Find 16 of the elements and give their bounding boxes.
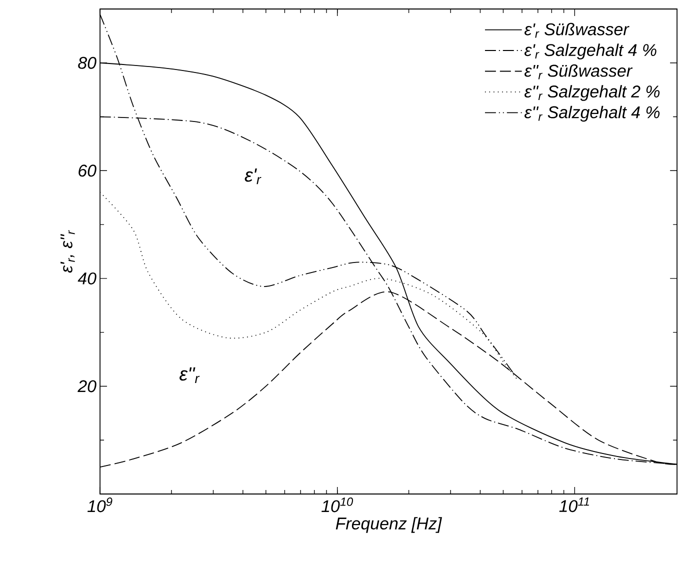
x-tick-label: 10$^{10}$ (322, 498, 354, 512)
annotation: ε''$_{r}$ (180, 367, 200, 383)
legend-label: ε''$_{r}$ Salzgehalt 4 % (524, 106, 660, 122)
y-tick-label: 40 (78, 272, 96, 284)
y-tick-label: 80 (78, 56, 96, 69)
annotation: ε'$_{r}$ (244, 168, 262, 184)
x-axis-title: Frequenz [Hz] (336, 517, 442, 533)
legend-label: ε''$_{r}$ Salzgehalt 2 % (524, 85, 660, 101)
legend-label: ε'$_{r}$ Süßwasser (524, 22, 630, 38)
x-tick-label: 10$^{9}$ (88, 498, 112, 512)
y-tick-label: 20 (78, 380, 96, 392)
y-axis-title: ε'$_{r}$, ε''$_{r}$ (60, 230, 75, 273)
legend-label: ε'$_{r}$ Salzgehalt 4 % (524, 44, 656, 60)
x-tick-label: 10$^{11}$ (559, 498, 589, 512)
y-tick-label: 60 (78, 164, 96, 177)
legend-label: ε''$_{r}$ Süßwasser (524, 64, 633, 80)
